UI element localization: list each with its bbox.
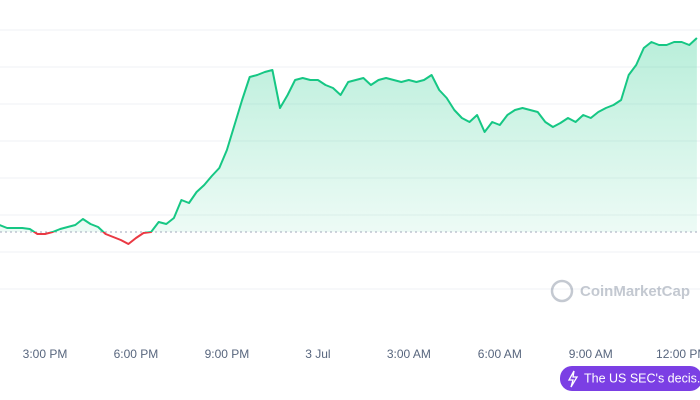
area [0, 38, 697, 232]
price-line-up [0, 37, 698, 232]
watermark: CoinMarketCap [550, 279, 690, 303]
x-tick-label: 9:00 AM [569, 347, 613, 361]
x-tick-label: 9:00 PM [205, 347, 250, 361]
x-tick-label: 3:00 PM [23, 347, 68, 361]
news-pill[interactable]: The US SEC's decis... [560, 366, 700, 391]
plot [0, 37, 700, 245]
x-tick-label: 3 Jul [305, 347, 330, 361]
pill-bg[interactable] [560, 366, 700, 391]
x-tick-label: 12:00 PM [656, 347, 700, 361]
logo [550, 279, 574, 303]
x-tick-label: 6:00 AM [478, 347, 522, 361]
x-tick-label: 6:00 PM [114, 347, 159, 361]
x-tick-label: 3:00 AM [387, 347, 431, 361]
watermark-text: CoinMarketCap [580, 283, 690, 300]
news-text[interactable]: The US SEC's decis... [584, 371, 700, 385]
price-line-down [32, 232, 153, 245]
bolt-icon [567, 370, 579, 388]
